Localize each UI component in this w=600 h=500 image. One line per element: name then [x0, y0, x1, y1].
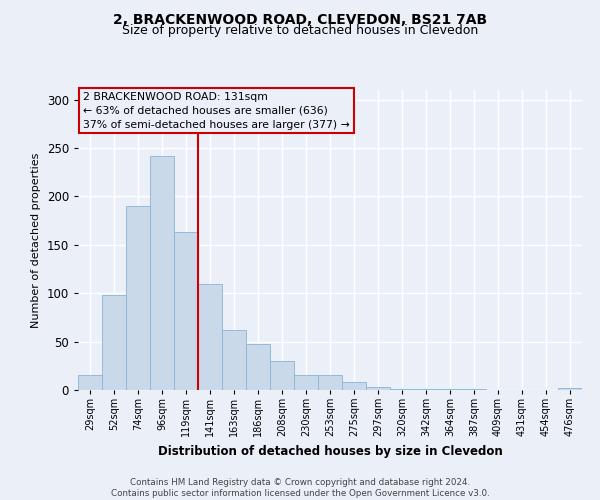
Bar: [150, 156, 174, 390]
Bar: [558, 388, 582, 390]
Text: Size of property relative to detached houses in Clevedon: Size of property relative to detached ho…: [122, 24, 478, 37]
Bar: [102, 295, 126, 390]
Bar: [390, 389, 414, 390]
Bar: [78, 376, 102, 390]
Text: 2 BRACKENWOOD ROAD: 131sqm
← 63% of detached houses are smaller (636)
37% of sem: 2 BRACKENWOOD ROAD: 131sqm ← 63% of deta…: [83, 92, 350, 130]
Bar: [222, 330, 246, 390]
Text: 2, BRACKENWOOD ROAD, CLEVEDON, BS21 7AB: 2, BRACKENWOOD ROAD, CLEVEDON, BS21 7AB: [113, 12, 487, 26]
X-axis label: Distribution of detached houses by size in Clevedon: Distribution of detached houses by size …: [158, 445, 502, 458]
Bar: [318, 376, 342, 390]
Bar: [294, 376, 318, 390]
Bar: [174, 232, 198, 390]
Bar: [246, 344, 270, 390]
Bar: [342, 382, 366, 390]
Bar: [270, 361, 294, 390]
Y-axis label: Number of detached properties: Number of detached properties: [31, 152, 41, 328]
Bar: [198, 284, 222, 390]
Bar: [126, 206, 150, 390]
Bar: [462, 389, 486, 390]
Bar: [414, 389, 438, 390]
Bar: [438, 389, 462, 390]
Text: Contains HM Land Registry data © Crown copyright and database right 2024.
Contai: Contains HM Land Registry data © Crown c…: [110, 478, 490, 498]
Bar: [366, 387, 390, 390]
